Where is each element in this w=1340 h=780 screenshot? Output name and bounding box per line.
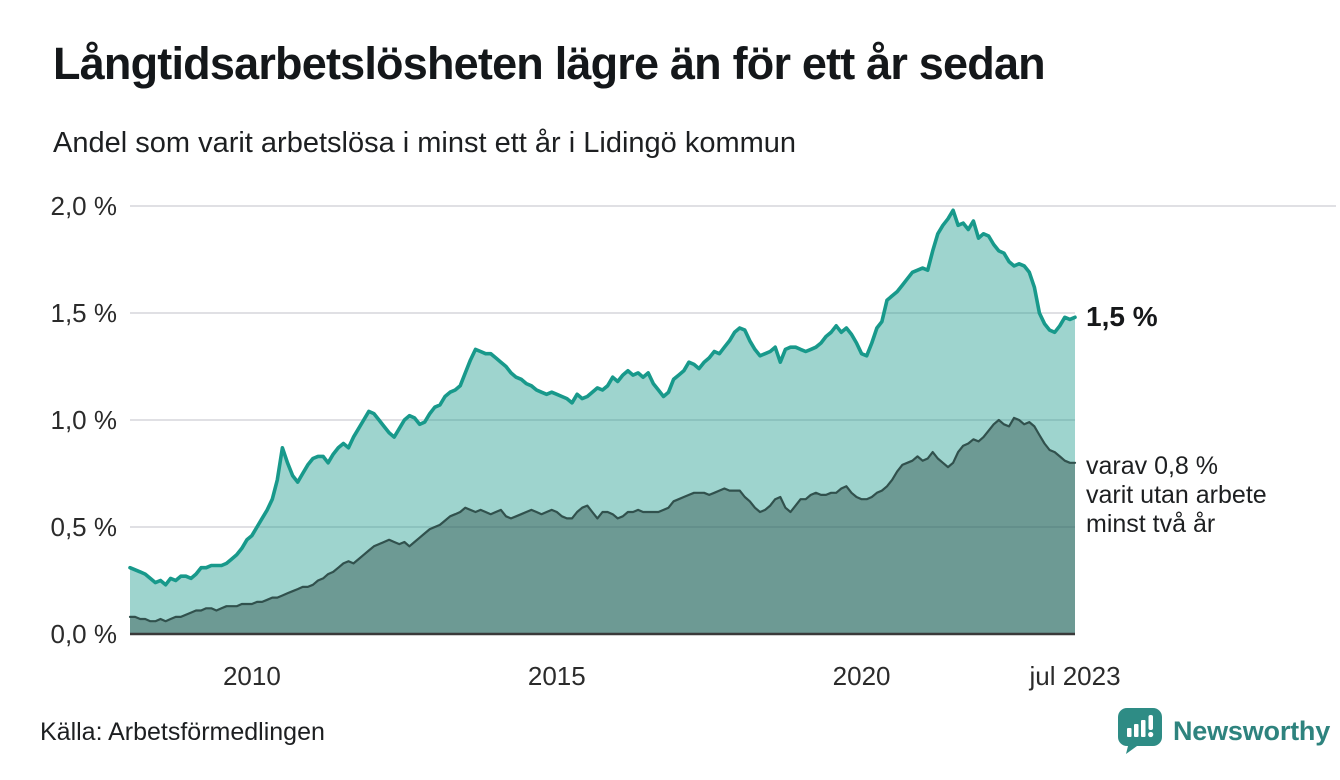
series2-annotation-line3: minst två år [1086, 510, 1216, 538]
source-attribution: Källa: Arbetsförmedlingen [40, 718, 325, 746]
series2-annotation-line1: varav 0,8 % [1086, 452, 1219, 480]
series1-end-value-label: 1,5 % [1086, 301, 1158, 332]
x-tick-2010: 2010 [222, 661, 281, 691]
series2-annotation: varav 0,8 % varit utan arbete minst två … [1086, 452, 1267, 539]
series2-annotation-line2: varit utan arbete [1086, 481, 1267, 509]
x-tick-2020: 2020 [832, 661, 891, 691]
y-tick-0-5-pct: 0,5 % [50, 512, 118, 542]
chart-subtitle: Andel som varit arbetslösa i minst ett å… [53, 127, 797, 159]
newsworthy-logo-icon [1118, 708, 1162, 754]
y-tick-0-0-pct: 0,0 % [50, 619, 118, 649]
newsworthy-logo-text: Newsworthy [1173, 715, 1331, 746]
x-tick-2015: 2015 [527, 661, 586, 691]
page-title: Långtidsarbetslösheten lägre än för ett … [53, 38, 1046, 89]
newsworthy-logo: Newsworthy [1117, 707, 1330, 755]
y-tick-1-0-pct: 1,0 % [50, 405, 118, 435]
x-tick-jul-2023: jul 2023 [1029, 661, 1121, 691]
y-tick-2-0-pct: 2,0 % [50, 191, 118, 221]
y-tick-1-5-pct: 1,5 % [50, 298, 118, 328]
